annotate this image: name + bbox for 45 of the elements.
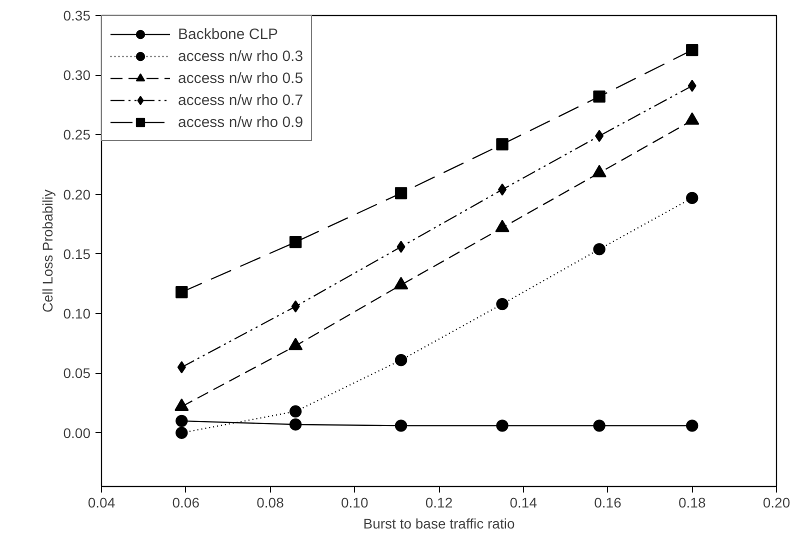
y-tick-label: 0.35 [63,8,91,24]
point [593,243,606,256]
point [289,236,302,248]
legend-label: access n/w rho 0.3 [178,48,304,64]
point [176,426,188,439]
legend-label: access n/w rho 0.5 [178,70,304,86]
point [394,187,408,200]
y-tick-label: 0.20 [63,186,91,202]
x-tick-label: 0.14 [510,494,538,510]
point [289,418,302,431]
y-tick-label: 0.05 [63,365,91,382]
y-tick-label: 0.00 [63,424,91,441]
y-axis-title: Cell Loss Probabiliy [39,190,56,312]
x-tick-label: 0.18 [678,494,706,510]
legend-label: access n/w rho 0.7 [178,92,304,108]
point [177,361,186,374]
x-tick-label: 0.12 [425,494,453,510]
point [496,138,508,150]
point [396,240,406,253]
legend-label: access n/w rho 0.9 [178,114,304,130]
point [394,354,408,366]
y-tick-label: 0.15 [63,246,91,262]
x-axis-title: Burst to base traffic ratio [363,516,515,532]
x-tick-label: 0.16 [594,494,622,510]
x-tick-label: 0.06 [172,494,200,510]
point [394,420,408,432]
x-tick-label: 0.04 [88,494,116,510]
point [686,44,698,56]
point [593,90,606,103]
point [496,298,508,310]
point [496,420,508,432]
x-tick-label: 0.08 [256,494,284,510]
point [686,192,698,204]
point [176,286,188,298]
y-tick-label: 0.25 [63,126,91,143]
y-tick-label: 0.10 [63,306,91,322]
point [686,420,698,432]
legend-label: Backbone CLP [178,26,278,42]
point [289,405,302,418]
point [688,80,696,92]
point [176,414,188,428]
x-tick-label: 0.20 [762,494,790,510]
y-tick-label: 0.30 [63,67,91,84]
x-tick-label: 0.10 [341,494,368,510]
point [593,420,606,432]
